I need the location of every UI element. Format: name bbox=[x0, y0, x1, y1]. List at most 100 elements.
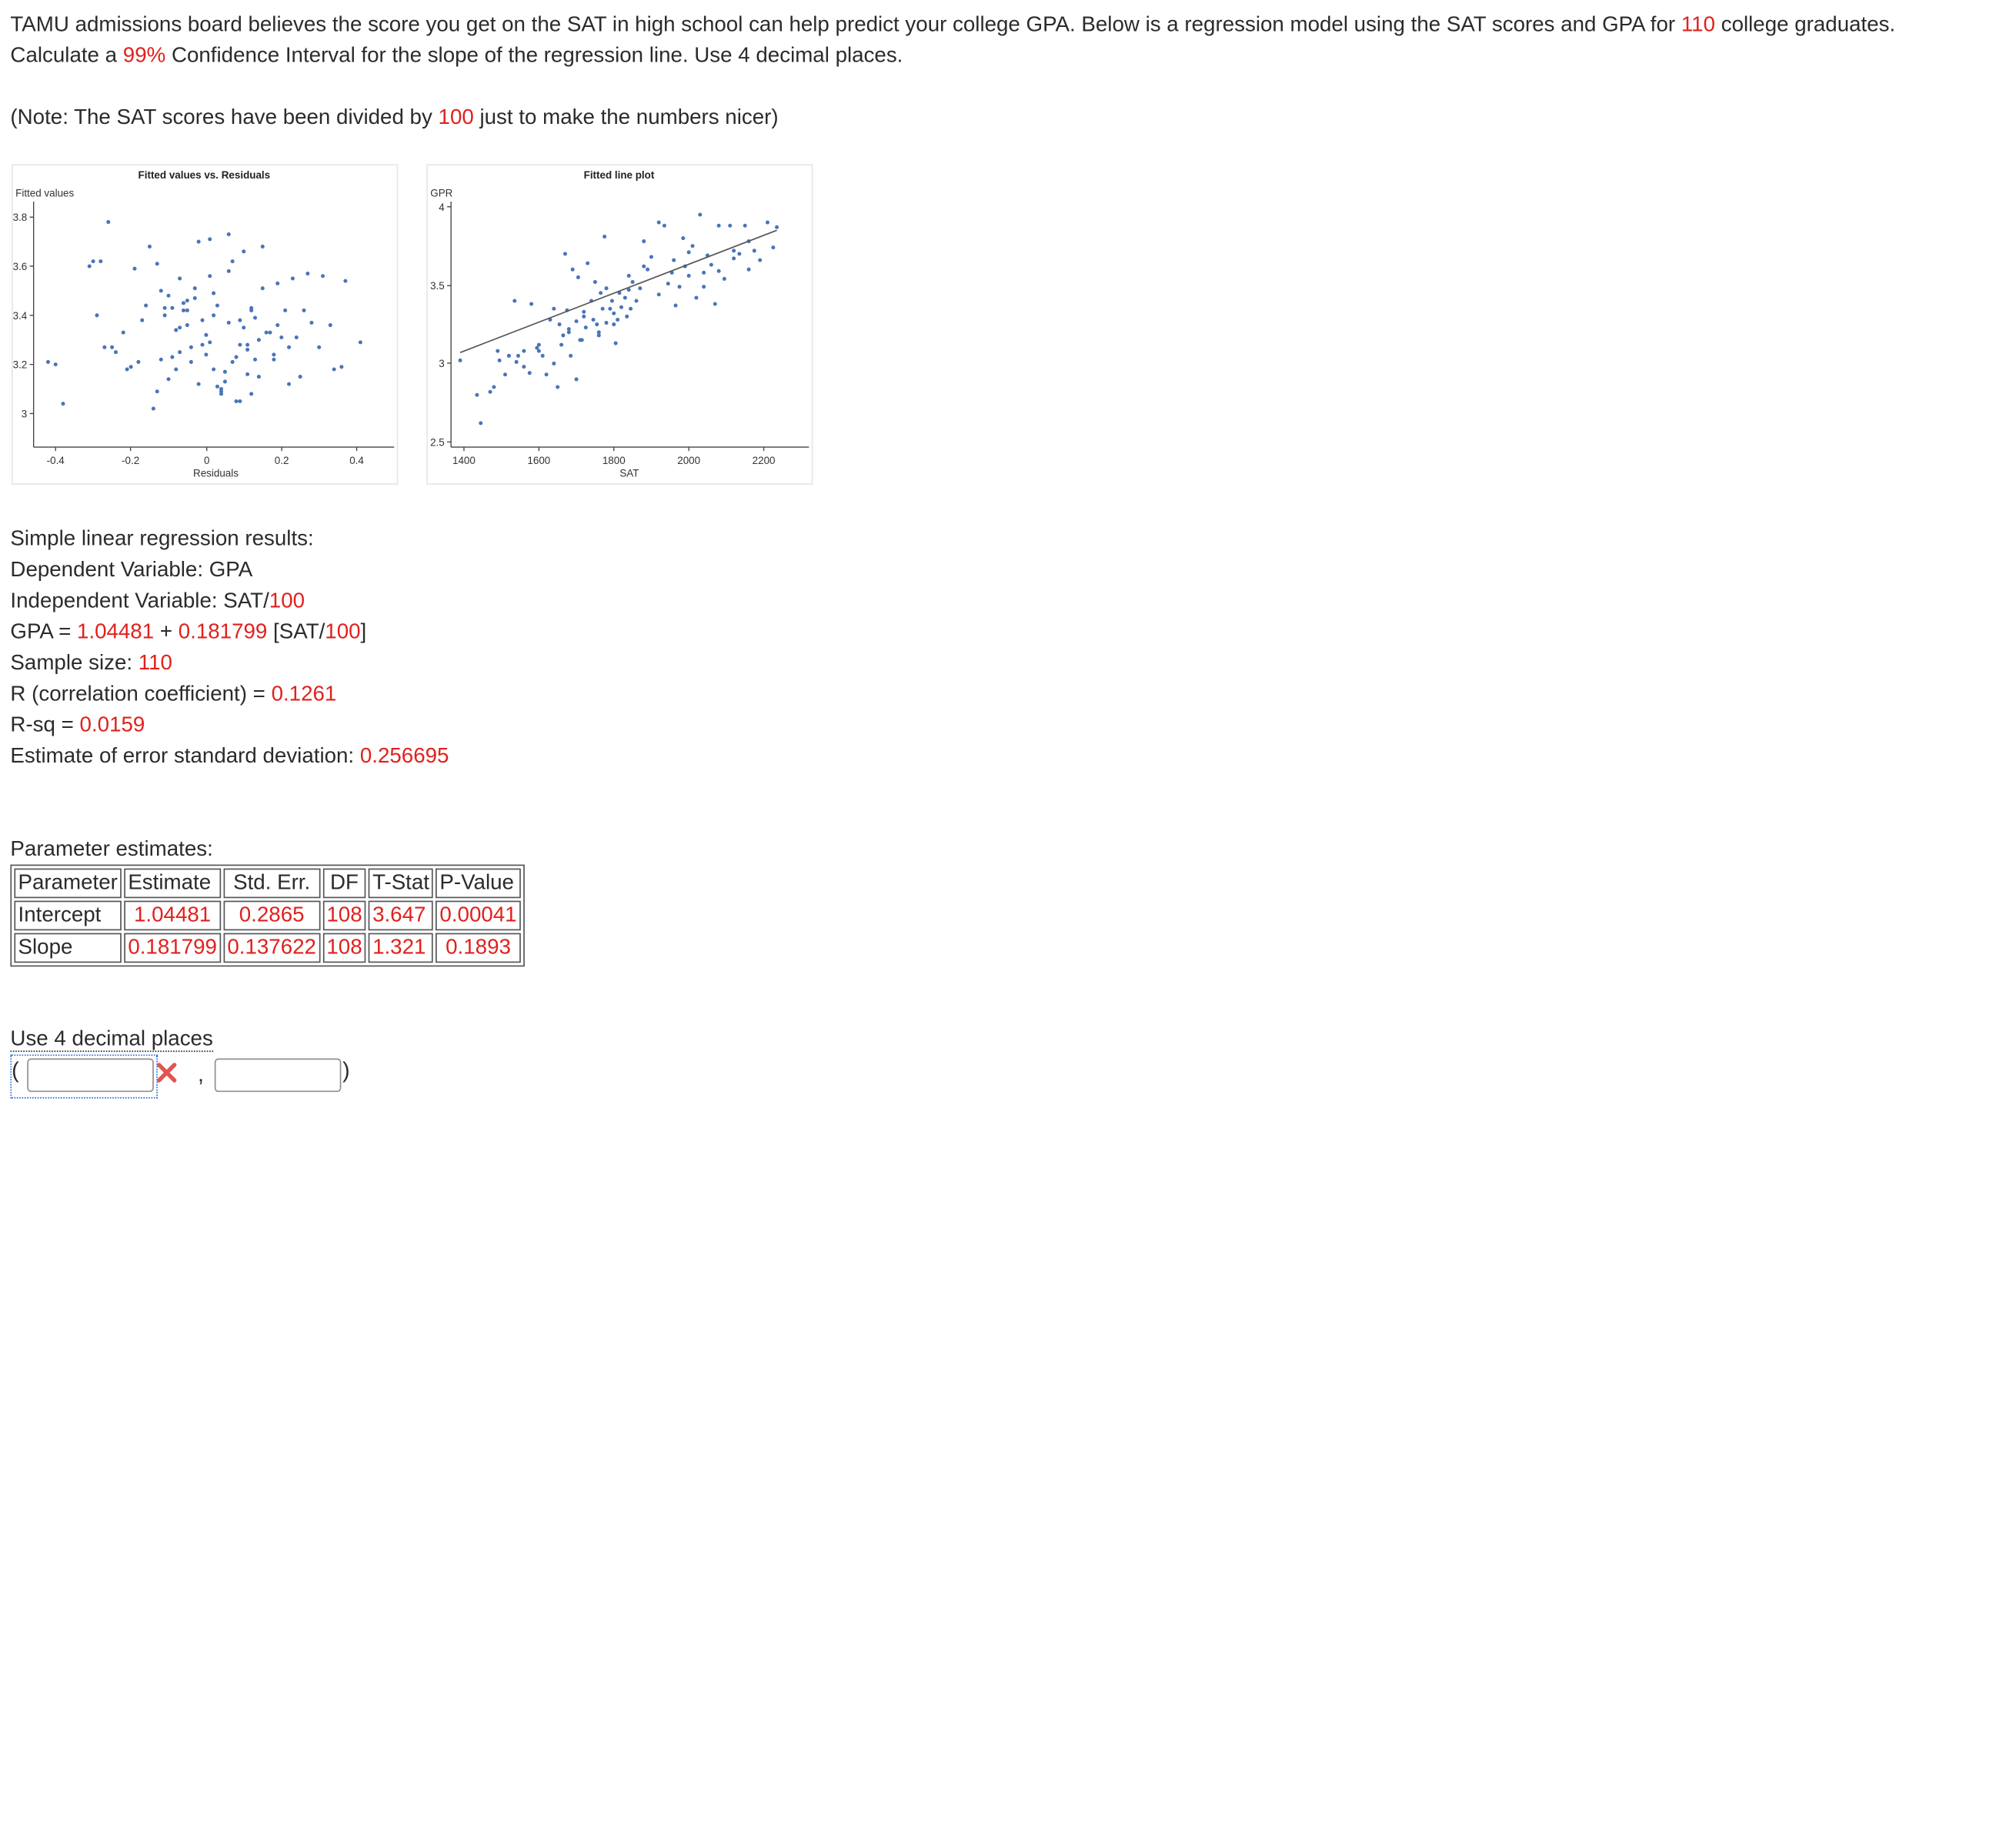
fitted-point bbox=[716, 269, 721, 273]
fitted-point bbox=[562, 252, 567, 256]
residual-point bbox=[249, 392, 254, 396]
fitted-point bbox=[497, 358, 502, 362]
residual-point bbox=[189, 345, 193, 349]
residual-point bbox=[275, 323, 280, 328]
residual-point bbox=[309, 320, 314, 325]
residual-point bbox=[185, 308, 189, 312]
residual-point bbox=[234, 399, 239, 404]
fitted-point bbox=[535, 345, 539, 350]
fitted-point bbox=[666, 282, 670, 286]
fitted-point bbox=[702, 285, 706, 289]
fitted-point bbox=[475, 392, 479, 397]
fitted-point bbox=[690, 244, 695, 249]
fitted-point bbox=[566, 330, 571, 335]
residual-point bbox=[102, 345, 107, 349]
residual-point bbox=[305, 272, 310, 276]
fitted-line-plot: Fitted line plot GPR SAT 4 3.5 3 2.5 bbox=[426, 164, 813, 485]
fitted-plot-ylabel: GPR bbox=[430, 187, 452, 199]
residual-point bbox=[238, 318, 242, 322]
fitted-point bbox=[629, 306, 633, 311]
residual-plot-title: Fitted values vs. Residuals bbox=[139, 169, 271, 181]
fitted-point bbox=[604, 321, 609, 325]
table-row: Intercept 1.04481 0.2865 108 3.647 0.000… bbox=[14, 900, 521, 931]
residual-xtick: 0.4 bbox=[349, 455, 364, 466]
residual-point bbox=[144, 303, 149, 308]
open-paren: ( bbox=[12, 1058, 19, 1083]
residual-point bbox=[196, 382, 201, 386]
fitted-point bbox=[612, 311, 616, 315]
residual-point bbox=[170, 305, 175, 310]
residual-ytick: 3 bbox=[22, 408, 27, 419]
fitted-point bbox=[604, 286, 609, 291]
residual-point bbox=[343, 279, 348, 283]
fitted-point bbox=[728, 223, 733, 228]
table-cell: Slope bbox=[14, 933, 122, 963]
table-cell: Intercept bbox=[14, 900, 122, 931]
residual-point bbox=[283, 308, 288, 312]
fitted-point bbox=[656, 292, 661, 297]
table-cell: 0.00041 bbox=[436, 900, 521, 931]
residual-point bbox=[256, 375, 261, 379]
residual-point bbox=[200, 318, 205, 322]
fitted-point bbox=[516, 353, 520, 358]
residual-point bbox=[155, 262, 159, 266]
residual-points bbox=[45, 220, 362, 411]
fitted-point bbox=[616, 317, 620, 322]
fitted-point bbox=[522, 365, 526, 369]
fitted-point bbox=[743, 223, 747, 228]
fitted-point bbox=[694, 295, 699, 300]
lower-bound-input[interactable] bbox=[27, 1058, 154, 1093]
fitted-ytick: 4 bbox=[439, 202, 445, 213]
fitted-point bbox=[561, 333, 566, 338]
residual-point bbox=[121, 330, 125, 335]
fitted-point bbox=[686, 273, 691, 278]
residual-xtick: -0.2 bbox=[122, 455, 139, 466]
residual-point bbox=[170, 355, 175, 359]
correlation-coefficient: R (correlation coefficient) = 0.1261 bbox=[10, 682, 337, 706]
fitted-point bbox=[634, 299, 639, 303]
residual-point bbox=[242, 325, 246, 330]
fitted-point bbox=[569, 353, 573, 358]
divisor-highlight: 100 bbox=[438, 105, 474, 129]
fitted-point bbox=[642, 264, 646, 269]
residual-point bbox=[287, 382, 292, 386]
fitted-point bbox=[574, 319, 579, 324]
residual-point bbox=[222, 379, 227, 384]
table-header: Parameter bbox=[14, 868, 122, 899]
fitted-point bbox=[649, 255, 653, 259]
error-std-dev: Estimate of error standard deviation: 0.… bbox=[10, 744, 449, 768]
fitted-point bbox=[625, 314, 629, 319]
residual-point bbox=[253, 315, 258, 320]
fitted-point bbox=[600, 306, 605, 311]
fitted-point bbox=[630, 279, 635, 284]
residual-point bbox=[253, 357, 258, 362]
upper-bound-input[interactable] bbox=[214, 1058, 342, 1093]
fitted-point bbox=[576, 275, 580, 279]
residual-point bbox=[242, 249, 246, 254]
question-line-2: Calculate a 99% Confidence Interval for … bbox=[10, 44, 903, 68]
table-cell: 1.04481 bbox=[124, 900, 221, 931]
fitted-point bbox=[619, 305, 624, 309]
residual-point bbox=[166, 293, 171, 298]
independent-variable: Independent Variable: SAT/100 bbox=[10, 589, 305, 613]
fitted-ytick: 2.5 bbox=[430, 436, 445, 448]
fitted-point bbox=[613, 341, 618, 345]
residual-point bbox=[358, 340, 362, 345]
residual-point bbox=[208, 274, 212, 279]
fitted-point bbox=[698, 212, 703, 217]
fitted-point bbox=[582, 314, 586, 319]
residual-point bbox=[174, 367, 179, 372]
residual-point bbox=[140, 318, 145, 322]
fitted-point bbox=[536, 342, 541, 347]
fitted-point bbox=[686, 250, 691, 255]
dependent-variable: Dependent Variable: GPA bbox=[10, 558, 253, 582]
residual-point bbox=[125, 367, 129, 372]
residual-point bbox=[279, 335, 284, 340]
residual-point bbox=[185, 299, 189, 303]
residual-x-ticks: -0.4 -0.2 0 0.2 0.4 bbox=[47, 447, 364, 466]
fitted-point bbox=[599, 291, 603, 295]
residual-point bbox=[178, 276, 182, 281]
residual-point bbox=[230, 359, 235, 364]
fitted-point bbox=[608, 306, 612, 311]
residual-point bbox=[208, 340, 212, 345]
